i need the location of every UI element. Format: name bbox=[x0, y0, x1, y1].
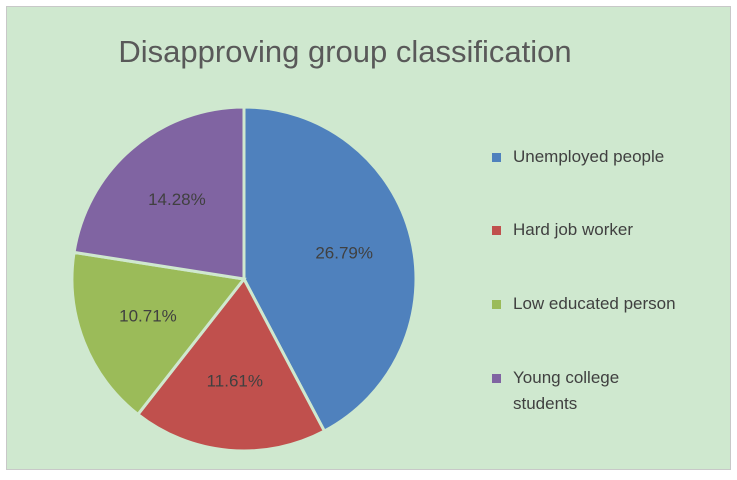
data-label: 26.79% bbox=[315, 244, 373, 263]
legend-swatch bbox=[492, 153, 501, 162]
pie-slice bbox=[135, 276, 327, 453]
legend-swatch bbox=[492, 374, 501, 383]
data-label: 10.71% bbox=[119, 306, 177, 325]
legend-label: Young college students bbox=[513, 368, 620, 413]
pie-slice bbox=[72, 105, 246, 281]
legend-label: Low educated person bbox=[513, 294, 676, 313]
legend-swatch bbox=[492, 226, 501, 235]
legend-label: Hard job worker bbox=[513, 220, 633, 239]
chart-title: Disapproving group classification bbox=[118, 34, 571, 69]
data-label: 11.61% bbox=[207, 371, 263, 390]
pie-slice bbox=[242, 105, 418, 434]
data-label: 14.28% bbox=[148, 190, 206, 209]
pie-slice bbox=[70, 250, 247, 417]
legend-swatch bbox=[492, 300, 501, 309]
legend-label: Unemployed people bbox=[513, 147, 665, 166]
